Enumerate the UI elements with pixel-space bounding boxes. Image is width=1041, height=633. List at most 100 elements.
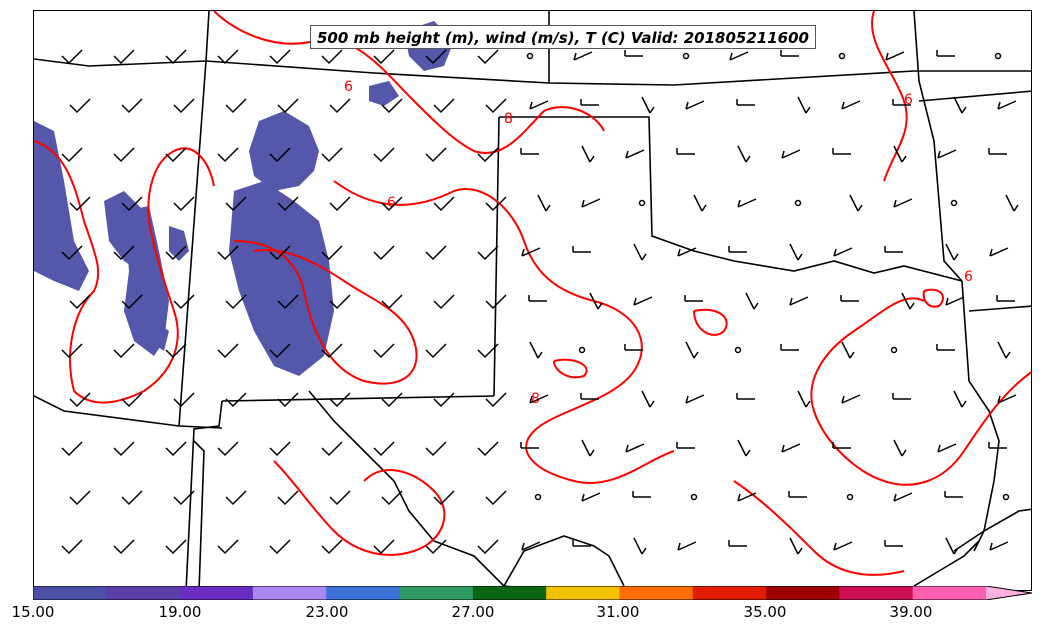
wind-barb (529, 100, 549, 110)
wind-barb (841, 100, 861, 110)
wind-barb (893, 198, 913, 208)
wind-barb (217, 49, 239, 65)
colorbar-segment (546, 586, 620, 600)
wind-speed-shading (34, 21, 454, 376)
colorbar-tick-label: 39.00 (889, 603, 933, 621)
wind-barb (217, 343, 239, 359)
wind-barb (737, 492, 757, 502)
wind-barb (580, 99, 599, 106)
wind-barb (373, 245, 395, 261)
wind-barb (789, 296, 809, 306)
wind-barb (121, 98, 143, 114)
wind-barb (61, 49, 83, 65)
wind-barb (936, 50, 955, 57)
map-canvas: 6 6 6 6 8 8 (34, 11, 1031, 590)
wind-barb (425, 539, 447, 555)
wind-barb (121, 490, 143, 506)
wind-barb (477, 539, 499, 555)
wind-barb (736, 99, 755, 106)
wind-barb (520, 148, 539, 155)
wind-barb (832, 442, 851, 449)
wind-barb (953, 390, 967, 408)
wind-barb (321, 147, 343, 163)
border-oklahoma-top (499, 116, 963, 282)
wind-barb (581, 492, 601, 502)
wind-barb (833, 541, 853, 551)
wind-barb (113, 245, 135, 261)
wind-barb (633, 296, 653, 306)
wind-barb (841, 394, 861, 404)
wind-barb (277, 196, 299, 212)
wind-barb (69, 98, 91, 114)
wind-barb (321, 539, 343, 555)
border-wyoming-colorado (178, 60, 207, 427)
contour-label: 6 (344, 79, 353, 95)
wind-barb (373, 441, 395, 457)
contour-label: 6 (904, 92, 913, 108)
wind-barb (736, 393, 755, 400)
wind-barb (745, 292, 759, 310)
temperature-contours (34, 11, 1031, 576)
wind-barb (780, 50, 799, 57)
wind-barb (373, 343, 395, 359)
wind-barb (893, 492, 913, 502)
border-colorado-east (493, 116, 500, 397)
wind-barb (892, 393, 911, 400)
wind-barb (884, 246, 903, 253)
wind-barb (165, 343, 187, 359)
wind-barb (425, 49, 447, 65)
contour-small-3 (922, 288, 944, 308)
wind-barb (833, 247, 853, 257)
calm-wind-marker (690, 493, 698, 501)
wind-barb (573, 51, 593, 61)
border-texas-nm (308, 390, 553, 590)
wind-barb (381, 392, 403, 408)
wind-barb (849, 194, 863, 212)
wind-barb (433, 196, 455, 212)
wind-barb (165, 245, 187, 261)
wind-barb (988, 148, 1007, 155)
wind-barb (677, 541, 697, 551)
wind-barb (373, 147, 395, 163)
wind-barb (173, 294, 195, 310)
contour-west (34, 140, 215, 404)
wind-barb (840, 295, 859, 302)
wind-barb (953, 96, 967, 114)
wind-barb (537, 194, 551, 212)
wind-barb (477, 49, 499, 65)
wind-barb (737, 198, 757, 208)
wind-barb (633, 537, 647, 555)
wind-barb (61, 147, 83, 163)
wind-barb (996, 295, 1015, 302)
wind-barb (676, 442, 695, 449)
wind-barb (381, 294, 403, 310)
wind-barb (165, 49, 187, 65)
wind-barb (425, 245, 447, 261)
border-texas-oklahoma-east (961, 280, 1000, 552)
wind-barb (521, 247, 541, 257)
shading-utah-region-east (124, 206, 169, 356)
wind-barb (173, 98, 195, 114)
wind-barb (425, 343, 447, 359)
wind-barb (321, 245, 343, 261)
wind-barb (329, 490, 351, 506)
calm-wind-marker (1002, 493, 1010, 501)
border-east-kansas (913, 11, 963, 282)
wind-barb (728, 246, 747, 253)
wind-barb (433, 294, 455, 310)
wind-barb (121, 196, 143, 212)
map-panel: 6 6 6 6 8 8 500 mb height (m), wind (m/s… (33, 10, 1032, 591)
colorbar-tick-label: 35.00 (743, 603, 787, 621)
wind-barb (113, 147, 135, 163)
wind-barb (69, 490, 91, 506)
colorbar-outline (33, 586, 1032, 600)
wind-barb (477, 147, 499, 163)
wind-barb (797, 390, 811, 408)
contour-southeast (733, 480, 905, 576)
wind-barb (781, 443, 801, 453)
calm-wind-marker (890, 346, 898, 354)
wind-barb (329, 294, 351, 310)
wind-barb (69, 196, 91, 212)
contour-north (213, 11, 605, 154)
wind-barb (633, 243, 647, 261)
